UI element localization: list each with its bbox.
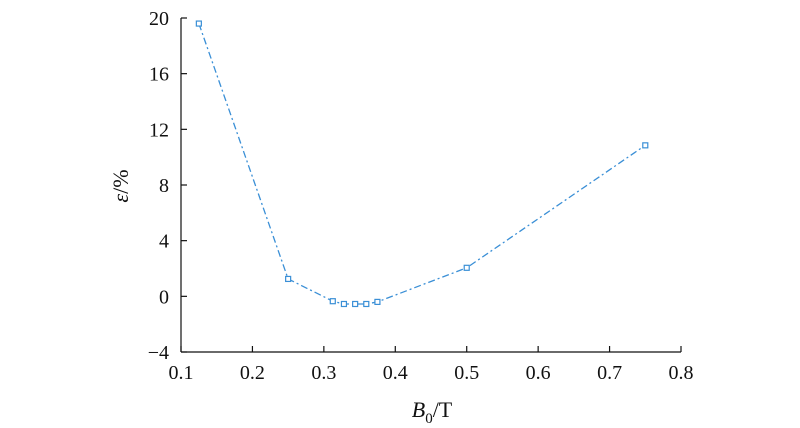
y-axis-unit: /%: [108, 169, 133, 193]
x-tick-label: 0.7: [597, 362, 622, 384]
x-tick-label: 0.3: [311, 362, 336, 384]
data-point: [363, 300, 370, 308]
x-axis-unit: /T: [433, 397, 453, 422]
y-tick-label: −4: [148, 342, 169, 364]
x-axis-subscript: 0: [425, 411, 433, 427]
data-point: [374, 298, 381, 305]
y-tick-label: 0: [159, 286, 169, 308]
x-tick-label: 0.8: [669, 362, 694, 384]
y-axis-symbol: ε: [108, 194, 133, 203]
series-group: [195, 20, 649, 308]
x-tick-label: 0.5: [454, 362, 479, 384]
data-point: [329, 298, 336, 305]
data-point: [463, 264, 470, 271]
x-tick-label: 0.6: [526, 362, 551, 384]
data-point: [352, 300, 359, 308]
x-axis-symbol: B: [412, 397, 425, 422]
data-point: [340, 300, 348, 308]
data-point: [195, 20, 202, 27]
x-axis-ticks: 0.1 0.2 0.3 0.4 0.5 0.6 0.7 0.8: [169, 346, 694, 384]
data-point: [642, 142, 649, 149]
series-line: [198, 23, 646, 305]
x-tick-label: 0.2: [240, 362, 265, 384]
y-axis-title: ε/%: [108, 169, 133, 202]
y-tick-label: 4: [159, 231, 169, 253]
x-tick-label: 0.4: [383, 362, 408, 384]
y-tick-label: 8: [159, 175, 169, 197]
data-point: [285, 275, 292, 283]
y-axis-ticks: −4 0 4 8 12 16 20: [148, 8, 187, 364]
y-tick-label: 12: [149, 119, 169, 141]
y-tick-label: 20: [149, 8, 169, 30]
axes: [180, 18, 681, 353]
x-tick-label: 0.1: [169, 362, 194, 384]
y-tick-label: 16: [149, 64, 169, 86]
x-axis-title: B0/T: [412, 397, 453, 427]
